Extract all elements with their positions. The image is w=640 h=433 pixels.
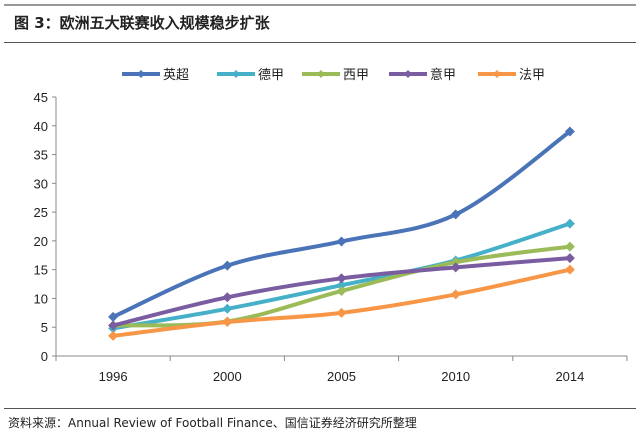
line-chart: 0 5 10 15 20 25 30 35 40 45 1996 2000 2005 2010 2014 英超… <box>34 67 628 384</box>
data-point <box>336 285 347 296</box>
data-point <box>222 292 233 303</box>
legend-label: 西甲 <box>343 68 369 83</box>
data-point <box>108 311 119 322</box>
y-tick-label: 0 <box>41 349 48 364</box>
y-tick-label: 5 <box>41 320 48 335</box>
legend-marker <box>404 70 412 78</box>
data-point <box>564 241 575 252</box>
x-tick-label: 1996 <box>99 369 128 384</box>
legend-label: 意甲 <box>430 67 456 83</box>
data-point <box>336 307 347 318</box>
x-tick-label: 2014 <box>555 369 584 384</box>
data-point <box>222 303 233 314</box>
data-point <box>450 289 461 300</box>
data-point <box>336 280 347 291</box>
data-point <box>450 262 461 273</box>
legend-marker <box>232 70 240 78</box>
legend-marker <box>137 70 145 78</box>
data-point <box>336 273 347 284</box>
x-tick-label: 2000 <box>213 369 242 384</box>
data-point <box>108 320 119 331</box>
y-tick-label: 30 <box>34 176 48 191</box>
legend-marker <box>317 70 325 78</box>
data-point <box>564 264 575 275</box>
data-point <box>222 317 233 328</box>
data-point <box>336 236 347 247</box>
data-point <box>222 260 233 271</box>
y-tick-label: 25 <box>34 205 48 220</box>
legend-label: 法甲 <box>519 68 545 83</box>
y-tick-label: 10 <box>34 291 48 306</box>
chart-title: 图 3：欧洲五大联赛收入规模稳步扩张 <box>14 14 270 32</box>
title-rule <box>4 42 636 43</box>
legend-marker <box>493 70 501 78</box>
legend-label: 英超 <box>163 68 189 83</box>
source-note: 资料来源：Annual Review of Football Finance、国… <box>8 416 417 430</box>
x-tick-label: 2010 <box>441 369 470 384</box>
legend-label: 德甲 <box>258 68 284 83</box>
data-point <box>450 209 461 220</box>
y-tick-label: 40 <box>34 119 48 134</box>
y-tick-label: 45 <box>34 90 48 105</box>
top-rule <box>4 4 636 6</box>
y-tick-label: 35 <box>34 148 48 163</box>
data-point <box>108 330 119 341</box>
y-tick-label: 15 <box>34 263 48 278</box>
data-point <box>564 253 575 264</box>
footer-rule <box>4 408 636 409</box>
y-tick-label: 20 <box>34 234 48 249</box>
data-point <box>564 218 575 229</box>
data-point <box>564 126 575 137</box>
x-tick-label: 2005 <box>327 369 356 384</box>
data-point <box>450 257 461 268</box>
